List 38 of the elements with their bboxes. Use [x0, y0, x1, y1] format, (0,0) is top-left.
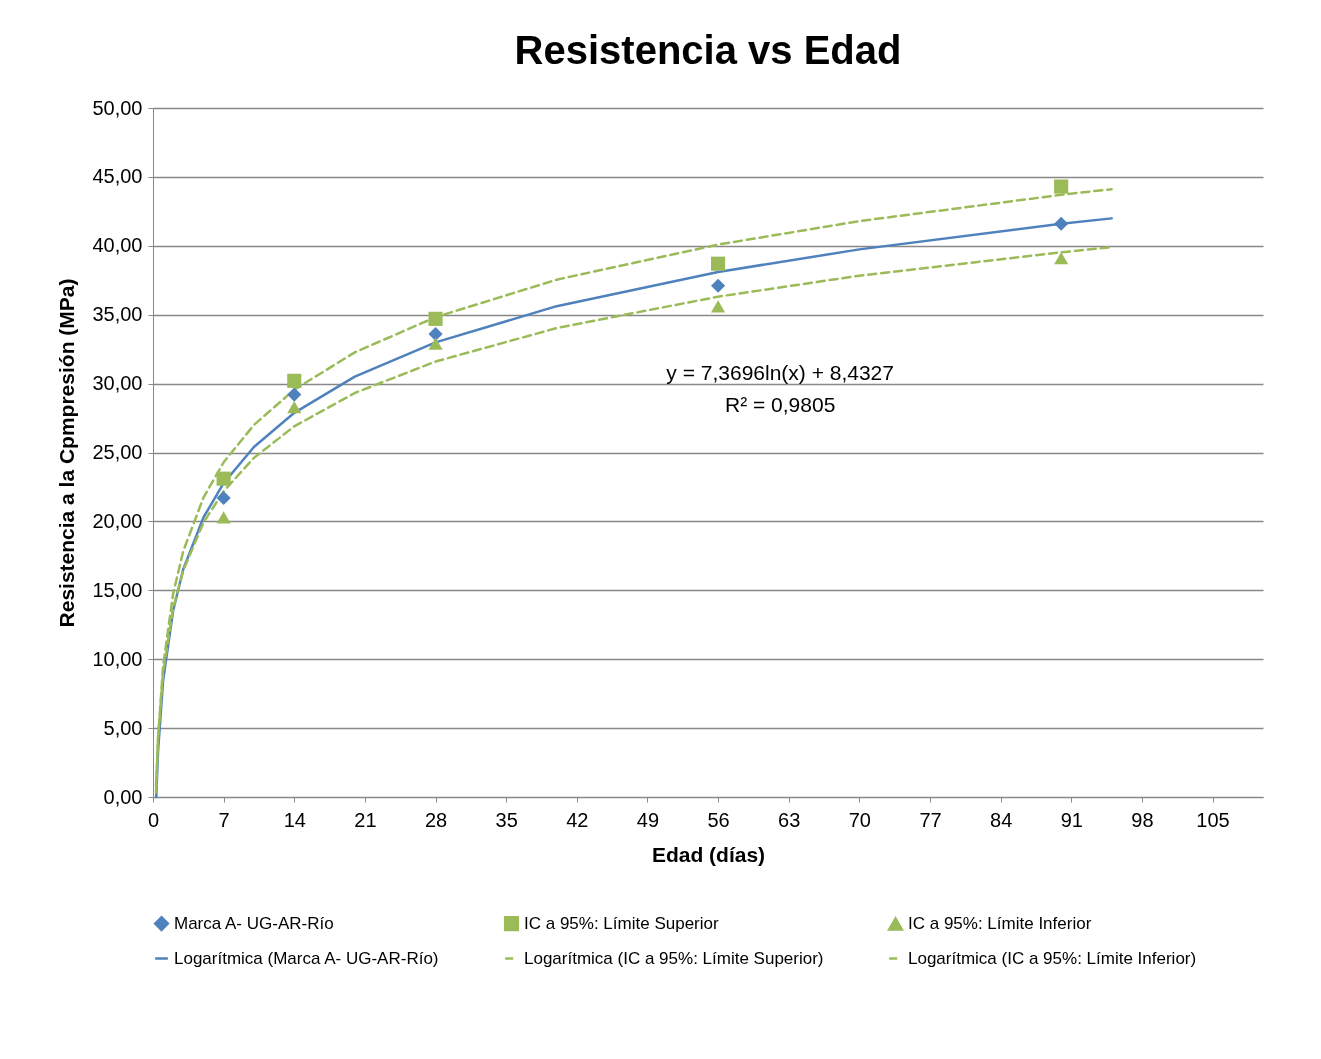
y-tick-label: 35,00 [92, 303, 143, 326]
y-axis-title: Resistencia a la Cpmpresión (MPa) [55, 278, 79, 628]
x-tick-label: 35 [495, 808, 518, 831]
legend-label: IC a 95%: Límite Inferior [908, 914, 1092, 934]
y-tick-label: 10,00 [92, 647, 143, 670]
x-tick-label: 105 [1196, 808, 1230, 831]
legend-label: Logarítmica (IC a 95%: Límite Superior) [524, 948, 824, 968]
annotation: R² = 0,9805 [724, 392, 836, 416]
x-tick-label: 14 [283, 808, 306, 831]
x-tick-label: 70 [848, 808, 871, 831]
annotation: y = 7,3696ln(x) + 8,4327 [666, 360, 894, 384]
x-tick-label: 63 [778, 808, 801, 831]
x-tick-label: 49 [636, 808, 660, 831]
y-tick-label: 45,00 [92, 165, 143, 188]
legend-label: Logarítmica (Marca A- UG-AR-Río) [174, 948, 439, 968]
y-tick-label: 25,00 [92, 441, 143, 463]
x-tick-label: 77 [919, 808, 942, 831]
x-tick-label: 84 [990, 808, 1013, 831]
x-tick-label: 42 [566, 808, 589, 831]
y-tick-label: 0,00 [103, 785, 143, 808]
y-tick-label: 30,00 [92, 372, 143, 395]
y-tick-label: 50,00 [92, 96, 143, 119]
legend-label: Marca A- UG-AR-Río [174, 913, 334, 933]
x-tick-label: 91 [1060, 808, 1083, 831]
x-tick-label: 7 [218, 808, 230, 831]
legend-label: Logarítmica (IC a 95%: Límite Inferior) [908, 948, 1197, 968]
y-tick-label: 15,00 [92, 578, 143, 601]
y-tick-label: 5,00 [103, 716, 143, 739]
chart-title: Resistencia vs Edad [514, 28, 902, 72]
x-tick-label: 0 [147, 808, 160, 831]
x-tick-label: 98 [1131, 808, 1154, 831]
x-tick-label: 56 [707, 808, 730, 831]
y-tick-label: 20,00 [92, 509, 143, 532]
x-tick-label: 28 [424, 808, 448, 831]
x-tick-label: 21 [354, 808, 377, 831]
y-tick-label: 40,00 [92, 234, 143, 257]
legend-label: IC a 95%: Límite Superior [524, 913, 719, 933]
x-axis-title: Edad (días) [651, 842, 766, 866]
